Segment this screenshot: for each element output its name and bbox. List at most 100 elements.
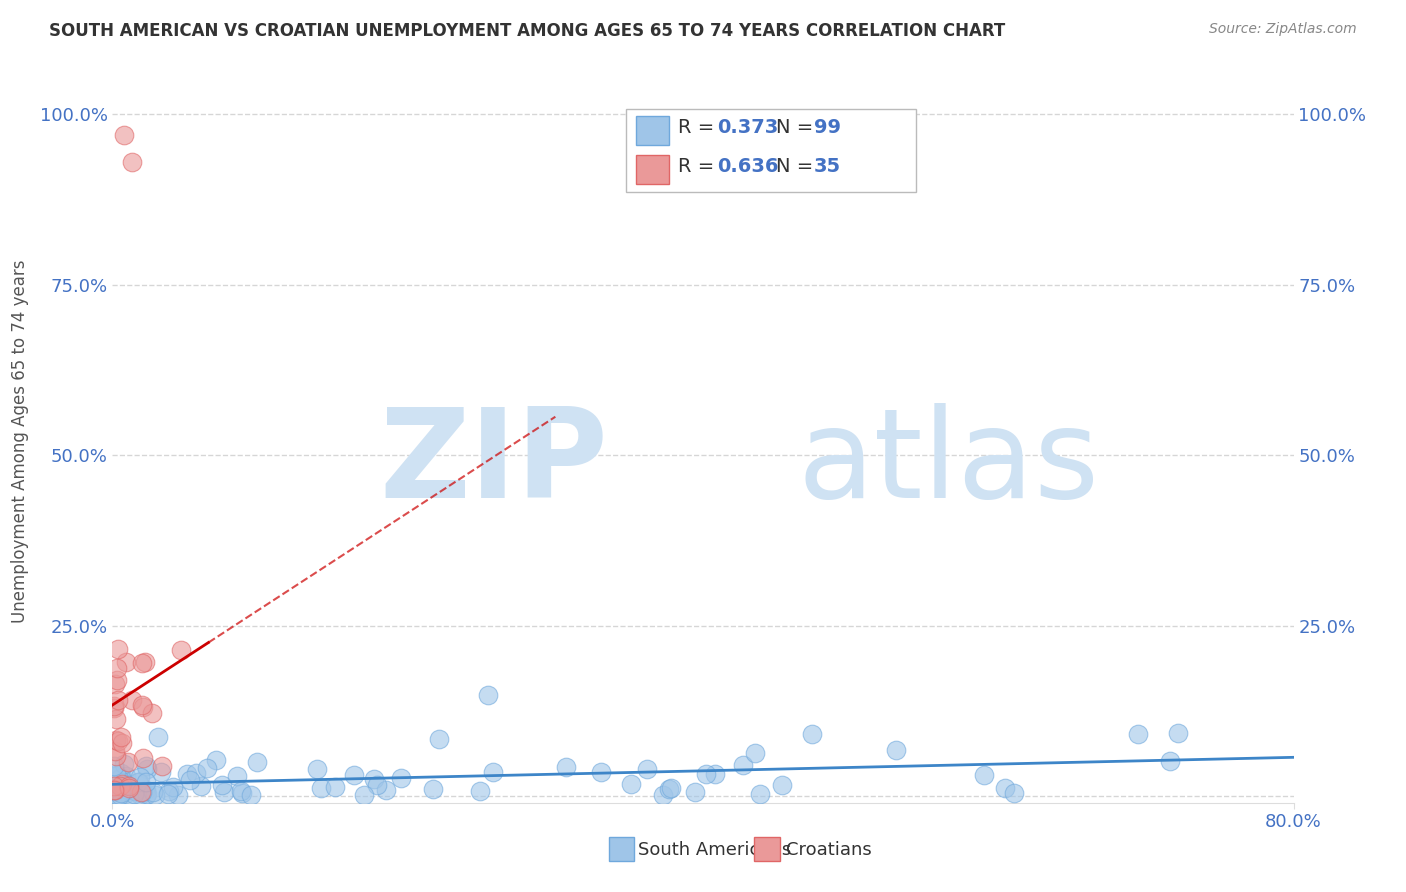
Point xyxy=(636,762,658,776)
Point xyxy=(122,788,145,802)
Point xyxy=(108,772,131,786)
Point xyxy=(307,763,329,777)
Point xyxy=(366,778,388,792)
Point xyxy=(112,128,135,142)
Point xyxy=(115,779,138,793)
Point xyxy=(114,787,136,801)
Point xyxy=(343,767,366,781)
Point xyxy=(105,673,128,687)
Point xyxy=(231,784,253,798)
Point xyxy=(117,755,139,769)
Point xyxy=(770,778,793,792)
Point xyxy=(240,788,263,802)
Point xyxy=(176,767,198,781)
Point xyxy=(157,783,180,797)
Point xyxy=(389,771,412,785)
Point xyxy=(211,778,233,792)
Point xyxy=(131,656,153,670)
Point xyxy=(122,783,145,797)
Point xyxy=(150,764,173,779)
Point xyxy=(115,769,138,783)
Bar xyxy=(636,154,669,184)
Point xyxy=(104,677,127,691)
Point xyxy=(135,788,157,802)
Point xyxy=(104,732,127,747)
Point xyxy=(103,698,125,713)
Text: atlas: atlas xyxy=(797,402,1099,524)
Point xyxy=(121,693,143,707)
Point xyxy=(103,780,125,795)
Point xyxy=(110,766,132,780)
Point xyxy=(141,706,163,720)
Point xyxy=(118,781,141,796)
Point xyxy=(110,786,132,800)
FancyBboxPatch shape xyxy=(626,109,915,193)
Point xyxy=(1167,726,1189,740)
Point xyxy=(118,782,141,797)
Point xyxy=(156,787,179,801)
Point xyxy=(749,787,772,801)
Point xyxy=(131,750,153,764)
Point xyxy=(683,785,706,799)
Text: South Americans: South Americans xyxy=(638,841,792,859)
Point xyxy=(1002,786,1025,800)
Point xyxy=(128,775,150,789)
Point xyxy=(135,783,157,797)
Point xyxy=(190,780,212,794)
Point xyxy=(121,155,143,169)
Point xyxy=(104,766,127,780)
Text: 0.636: 0.636 xyxy=(717,158,779,177)
Point xyxy=(162,780,184,794)
Point xyxy=(132,700,155,714)
Point xyxy=(205,753,228,767)
Text: N =: N = xyxy=(776,118,820,136)
Bar xyxy=(636,117,669,145)
Point xyxy=(128,770,150,784)
Point xyxy=(115,655,138,669)
Point xyxy=(107,693,129,707)
Point xyxy=(110,731,132,745)
Point xyxy=(555,759,578,773)
Point xyxy=(107,784,129,798)
Point xyxy=(973,768,995,782)
Text: Croatians: Croatians xyxy=(786,841,872,859)
Bar xyxy=(609,838,634,861)
Point xyxy=(659,781,682,796)
Point xyxy=(105,781,128,796)
Point xyxy=(1128,727,1150,741)
Bar xyxy=(754,838,780,861)
Point xyxy=(695,767,717,781)
Point xyxy=(118,779,141,793)
Text: 0.373: 0.373 xyxy=(717,118,779,136)
Point xyxy=(146,730,169,744)
Point xyxy=(115,781,138,796)
Point xyxy=(129,784,152,798)
Point xyxy=(107,775,129,789)
Point xyxy=(477,688,499,702)
Point xyxy=(108,772,131,787)
Point xyxy=(104,787,127,801)
Point xyxy=(135,759,157,773)
Point xyxy=(104,769,127,783)
Point xyxy=(620,777,643,791)
Point xyxy=(733,758,755,772)
Point xyxy=(652,788,675,802)
Point xyxy=(323,780,346,794)
Point xyxy=(427,731,450,746)
Point xyxy=(184,766,207,780)
Text: N =: N = xyxy=(776,158,820,177)
Point xyxy=(108,788,131,802)
Point xyxy=(103,769,125,783)
Point xyxy=(212,785,235,799)
Point xyxy=(115,779,138,793)
Point xyxy=(179,772,201,787)
Y-axis label: Unemployment Among Ages 65 to 74 years: Unemployment Among Ages 65 to 74 years xyxy=(10,260,28,624)
Point xyxy=(246,755,269,769)
Point xyxy=(104,782,127,797)
Point xyxy=(169,642,191,657)
Point xyxy=(231,786,253,800)
Point xyxy=(124,784,146,798)
Point xyxy=(150,759,173,773)
Point xyxy=(374,782,396,797)
Text: SOUTH AMERICAN VS CROATIAN UNEMPLOYMENT AMONG AGES 65 TO 74 YEARS CORRELATION CH: SOUTH AMERICAN VS CROATIAN UNEMPLOYMENT … xyxy=(49,22,1005,40)
